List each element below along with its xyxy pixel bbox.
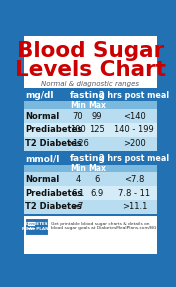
Bar — [24, 36, 157, 88]
Text: 6.1: 6.1 — [71, 189, 84, 197]
Bar — [24, 186, 157, 200]
Bar — [24, 90, 157, 101]
Text: 100: 100 — [70, 125, 86, 134]
Text: 4: 4 — [75, 175, 80, 184]
Text: Normal & diagnostic ranges: Normal & diagnostic ranges — [41, 81, 139, 87]
Text: mg/dl: mg/dl — [25, 91, 54, 100]
Text: Min: Min — [70, 101, 86, 110]
Text: mmol/l: mmol/l — [25, 154, 59, 163]
Text: 7.8 - 11: 7.8 - 11 — [118, 189, 150, 197]
Text: Levels Chart: Levels Chart — [15, 60, 166, 80]
Text: Normal: Normal — [25, 112, 59, 121]
Text: DIABETES
MEAL PLANS: DIABETES MEAL PLANS — [22, 222, 51, 231]
Text: >11.1: >11.1 — [122, 202, 147, 212]
Text: 6: 6 — [95, 175, 100, 184]
Text: Prediabetes: Prediabetes — [25, 125, 82, 134]
Bar — [24, 164, 157, 172]
Text: Blood Sugar: Blood Sugar — [17, 40, 164, 61]
Text: Get printable blood sugar charts & details on: Get printable blood sugar charts & detai… — [51, 222, 149, 226]
Text: fasting: fasting — [70, 154, 105, 163]
Text: fasting: fasting — [70, 91, 105, 100]
Text: Normal: Normal — [25, 175, 59, 184]
Text: Prediabetes: Prediabetes — [25, 189, 82, 197]
Text: T2 Diabetes: T2 Diabetes — [25, 202, 82, 212]
Text: 125: 125 — [89, 125, 105, 134]
Bar — [24, 123, 157, 137]
Text: blood sugar goals at DiabetesMealPlans.com/BG: blood sugar goals at DiabetesMealPlans.c… — [51, 226, 156, 230]
Bar — [24, 200, 157, 214]
Text: <140: <140 — [123, 112, 146, 121]
Bar — [24, 109, 157, 123]
Bar — [24, 137, 157, 151]
Text: 70: 70 — [73, 112, 83, 121]
Text: 2 hrs post meal: 2 hrs post meal — [99, 91, 169, 100]
Bar — [24, 216, 157, 254]
Bar — [25, 218, 48, 235]
Bar — [24, 101, 157, 109]
Bar — [24, 153, 157, 164]
Text: Min: Min — [70, 164, 86, 173]
Text: >200: >200 — [123, 139, 146, 148]
Bar — [24, 172, 157, 186]
Text: T2 Diabetes: T2 Diabetes — [25, 139, 82, 148]
Text: 99: 99 — [92, 112, 102, 121]
Text: 2 hrs post meal: 2 hrs post meal — [99, 154, 169, 163]
Text: >7: >7 — [72, 202, 84, 212]
Text: 6.9: 6.9 — [90, 189, 104, 197]
Text: >126: >126 — [66, 139, 89, 148]
Text: <7.8: <7.8 — [124, 175, 144, 184]
Text: Max: Max — [88, 101, 106, 110]
Text: 140 - 199: 140 - 199 — [115, 125, 154, 134]
Text: Max: Max — [88, 164, 106, 173]
